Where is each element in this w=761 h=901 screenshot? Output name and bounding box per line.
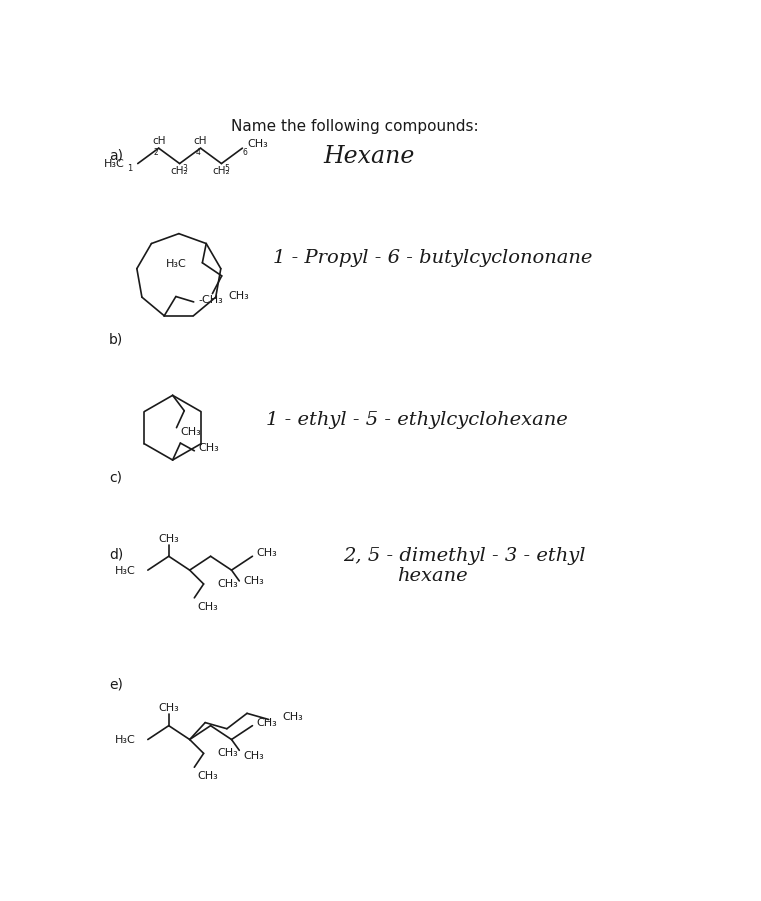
Text: CH₃: CH₃ (158, 703, 179, 713)
Text: CH₃: CH₃ (256, 548, 277, 559)
Text: CH₃: CH₃ (197, 602, 218, 612)
Text: CH₃: CH₃ (248, 139, 269, 149)
Text: 1: 1 (126, 165, 132, 174)
Text: 2: 2 (154, 149, 159, 158)
Text: CH₃: CH₃ (180, 426, 201, 436)
Text: 3: 3 (183, 164, 187, 173)
Text: a): a) (109, 149, 123, 163)
Text: CH₃: CH₃ (197, 771, 218, 781)
Text: CH₃: CH₃ (158, 533, 179, 543)
Text: 4: 4 (196, 149, 201, 158)
Text: cH: cH (194, 136, 207, 146)
Text: d): d) (109, 548, 123, 561)
Text: H₃C: H₃C (166, 259, 187, 269)
Text: CH₃: CH₃ (218, 579, 238, 589)
Text: 5: 5 (224, 164, 229, 173)
Text: 1 - ethyl - 5 - ethylcyclohexane: 1 - ethyl - 5 - ethylcyclohexane (266, 411, 568, 429)
Text: hexane: hexane (397, 568, 468, 586)
Text: e): e) (109, 677, 123, 691)
Text: H₃C: H₃C (103, 159, 125, 169)
Text: CH₃: CH₃ (198, 442, 218, 452)
Text: CH₃: CH₃ (256, 717, 277, 728)
Text: cH: cH (152, 136, 165, 146)
Text: CH₃: CH₃ (218, 749, 238, 759)
Text: H₃C: H₃C (115, 566, 135, 576)
Text: CH₃: CH₃ (244, 751, 264, 761)
Text: CH₃: CH₃ (228, 291, 249, 301)
Text: 6: 6 (242, 149, 247, 158)
Text: 1 - Propyl - 6 - butylcyclononane: 1 - Propyl - 6 - butylcyclononane (273, 250, 593, 268)
Text: cH₂: cH₂ (212, 167, 231, 177)
Text: c): c) (109, 470, 122, 485)
Text: b): b) (109, 332, 123, 346)
Text: Name the following compounds:: Name the following compounds: (231, 119, 479, 134)
Text: Hexane: Hexane (323, 145, 415, 168)
Text: H₃C: H₃C (115, 735, 135, 745)
Text: -CH₃: -CH₃ (199, 295, 223, 305)
Text: 2, 5 - dimethyl - 3 - ethyl: 2, 5 - dimethyl - 3 - ethyl (343, 547, 586, 565)
Text: CH₃: CH₃ (282, 712, 304, 723)
Text: cH₂: cH₂ (170, 167, 189, 177)
Text: CH₃: CH₃ (244, 576, 264, 586)
